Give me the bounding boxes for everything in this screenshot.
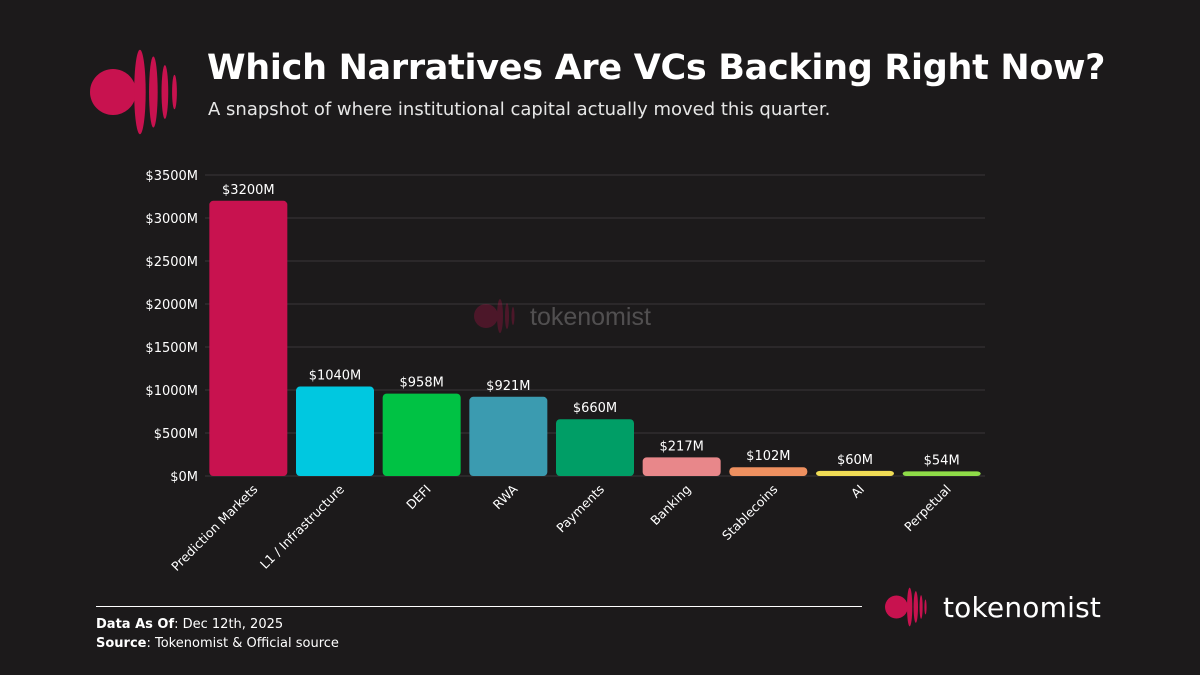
page-subtitle: A snapshot of where institutional capita… (208, 99, 831, 120)
y-tick-label: $1500M (145, 341, 198, 356)
y-tick-label: $1000M (145, 384, 198, 399)
watermark-logo-icon-arc (505, 303, 509, 329)
bar-value-label: $54M (924, 453, 960, 468)
bar-l1-infrastructure (296, 386, 374, 476)
bar-defi (382, 393, 461, 476)
bar-perpetual (902, 471, 981, 476)
bar-value-label: $921M (486, 379, 530, 394)
x-tick-label: DEFI (403, 482, 434, 513)
data-source-label: Source (96, 636, 147, 651)
y-tick-label: $0M (170, 470, 198, 485)
page-title: Which Narratives Are VCs Backing Right N… (207, 48, 1106, 88)
data-date-label: Data As Of (96, 617, 175, 632)
y-tick-label: $3500M (145, 169, 198, 184)
x-tick-label: L1 / Infrastructure (257, 481, 347, 571)
footer-divider (96, 606, 862, 607)
x-tick-label: Perpetual (901, 482, 954, 535)
data-source-value: : Tokenomist & Official source (146, 636, 339, 651)
bar-prediction-markets (209, 200, 288, 477)
data-date-value: : Dec 12th, 2025 (174, 617, 284, 632)
brand-name: tokenomist (943, 590, 1102, 624)
bar-value-label: $3200M (222, 183, 275, 198)
y-tick-label: $500M (154, 427, 198, 442)
tokenomist-logo-icon (90, 49, 177, 135)
bar-banking (642, 457, 721, 476)
y-tick-label: $3000M (145, 212, 198, 227)
brand-logo-icon (885, 587, 927, 627)
bar-payments (556, 419, 634, 476)
x-tick-label: Stablecoins (719, 482, 781, 544)
bar-chart: tokenomist $0M $500M $1000M $1500M $2000M $25… (145, 169, 985, 574)
bar-value-label: $60M (837, 453, 873, 468)
x-tick-label: Banking (647, 482, 693, 528)
bar-value-label: $660M (573, 401, 617, 416)
bar-value-label: $217M (660, 439, 704, 454)
bar-rwa (469, 396, 548, 476)
y-tick-label: $2000M (145, 298, 198, 313)
brand-logo: tokenomist (885, 585, 1101, 629)
bar-value-label: $958M (400, 376, 444, 391)
watermark-logo-icon-arc (497, 299, 503, 333)
data-source: Source: Tokenomist & Official source (96, 636, 339, 651)
value-labels: $3200M $1040M $958M $921M $660M $217M $102M $60… (222, 183, 960, 469)
x-tick-label: Prediction Markets (168, 482, 260, 574)
x-tick-label: RWA (490, 481, 521, 512)
watermark-text: tokenomist (530, 303, 651, 331)
y-tick-label: $2500M (145, 255, 198, 270)
y-axis: $0M $500M $1000M $1500M $2000M $2500M $3000M $3… (145, 169, 198, 485)
x-tick-label: Payments (553, 482, 607, 536)
x-tick-label: AI (848, 482, 867, 501)
watermark-logo-icon-arc (511, 307, 515, 325)
bar-ai (816, 470, 894, 476)
bar-value-label: $102M (746, 449, 790, 464)
data-date: Data As Of: Dec 12th, 2025 (96, 617, 283, 632)
bars (209, 200, 981, 477)
bar-value-label: $1040M (309, 369, 362, 384)
watermark-logo-icon (474, 304, 498, 328)
watermark: tokenomist (474, 299, 651, 333)
bar-stablecoins (729, 467, 808, 476)
